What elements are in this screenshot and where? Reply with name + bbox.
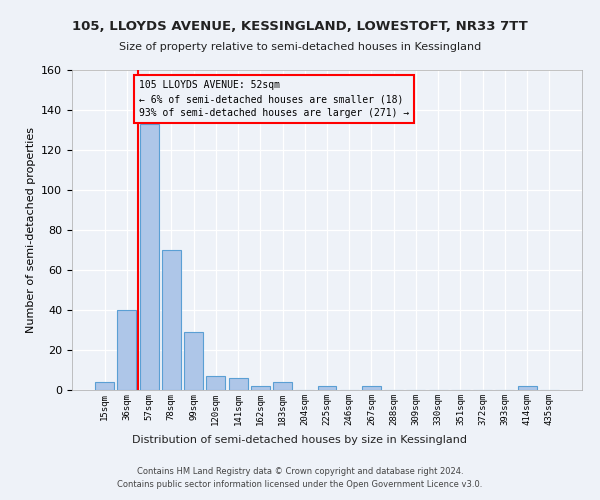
- Text: Distribution of semi-detached houses by size in Kessingland: Distribution of semi-detached houses by …: [133, 435, 467, 445]
- Bar: [184, 332, 203, 390]
- Bar: [317, 386, 337, 390]
- Bar: [518, 386, 536, 390]
- Text: Contains HM Land Registry data © Crown copyright and database right 2024.
Contai: Contains HM Land Registry data © Crown c…: [118, 468, 482, 489]
- Bar: [229, 378, 248, 390]
- Bar: [251, 386, 270, 390]
- Bar: [140, 124, 158, 390]
- Bar: [95, 382, 114, 390]
- Bar: [118, 310, 136, 390]
- Bar: [273, 382, 292, 390]
- Bar: [162, 250, 181, 390]
- Bar: [362, 386, 381, 390]
- Bar: [206, 376, 225, 390]
- Text: 105 LLOYDS AVENUE: 52sqm
← 6% of semi-detached houses are smaller (18)
93% of se: 105 LLOYDS AVENUE: 52sqm ← 6% of semi-de…: [139, 80, 409, 118]
- Text: Size of property relative to semi-detached houses in Kessingland: Size of property relative to semi-detach…: [119, 42, 481, 52]
- Y-axis label: Number of semi-detached properties: Number of semi-detached properties: [26, 127, 35, 333]
- Text: 105, LLOYDS AVENUE, KESSINGLAND, LOWESTOFT, NR33 7TT: 105, LLOYDS AVENUE, KESSINGLAND, LOWESTO…: [72, 20, 528, 33]
